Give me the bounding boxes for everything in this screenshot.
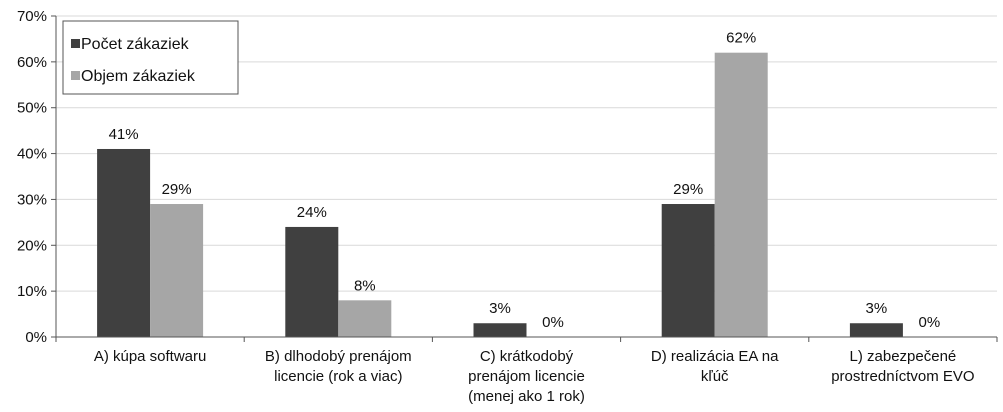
x-category-label-line: C) krátkodobý [480,348,574,365]
legend-swatch-series-2 [71,71,80,80]
bar-series-1 [849,323,903,337]
data-label: 3% [866,300,888,317]
bar-series-1 [473,323,527,337]
y-tick-label: 70% [17,8,47,25]
bar-series-2 [150,204,204,337]
data-label: 3% [489,300,511,317]
data-label: 29% [162,181,192,198]
legend-box [62,20,239,95]
x-category-label: C) krátkodobý prenájom licencie (menej ako… [468,348,585,405]
y-tick-label: 0% [25,329,47,346]
x-category-label-line: prenájom licencie [468,368,585,385]
bar-series-2 [714,52,768,337]
data-label: 41% [109,126,139,143]
legend-label-series-1: Počet zákaziek [81,36,190,53]
x-category-label-line: L) zabezpečené [850,348,957,365]
y-tick-label: 40% [17,146,47,163]
y-tick-labels: 0% 10% 20% 30% 40% 50% 60% 70% [17,8,47,346]
y-tick-label: 20% [17,237,47,254]
x-category-labels: A) kúpa softwaru B) dlhodobý prenájom lice… [94,348,975,405]
bars [97,52,903,337]
data-label: 0% [919,314,941,331]
x-category-label: B) dlhodobý prenájom licencie (rok a viac… [265,348,412,385]
y-tick-label: 10% [17,283,47,300]
x-category-label-line: prostredníctvom EVO [831,368,974,385]
x-category-label-line: B) dlhodobý prenájom [265,348,412,365]
y-tick-label: 30% [17,191,47,208]
bar-series-1 [285,226,339,337]
bar-series-1 [661,204,715,337]
legend-label-series-2: Objem zákaziek [81,68,196,85]
data-label: 8% [354,277,376,294]
x-category-label-line: A) kúpa softwaru [94,348,207,365]
legend: Počet zákaziek Objem zákaziek [62,20,239,95]
y-tick-label: 60% [17,54,47,71]
x-category-label-line: D) realizácia EA na [651,348,779,365]
data-label: 24% [297,204,327,221]
legend-swatch-series-1 [71,39,80,48]
y-tick-label: 50% [17,100,47,117]
data-label: 29% [673,181,703,198]
x-category-label-line: kľúč [701,368,729,385]
data-labels: 41% 24% 3% 29% 3% 29% 8% 0% 62% 0% [109,30,941,331]
x-category-label: D) realizácia EA na kľúč [651,348,779,385]
bar-series-1 [97,148,151,337]
data-label: 62% [726,30,756,47]
bar-series-2 [338,300,392,337]
x-category-label-line: (menej ako 1 rok) [468,388,585,405]
axes [51,15,998,342]
data-label: 0% [542,314,564,331]
x-category-label: A) kúpa softwaru [94,348,207,365]
x-category-label: L) zabezpečené prostredníctvom EVO [831,348,974,385]
x-category-label-line: licencie (rok a viac) [274,368,402,385]
